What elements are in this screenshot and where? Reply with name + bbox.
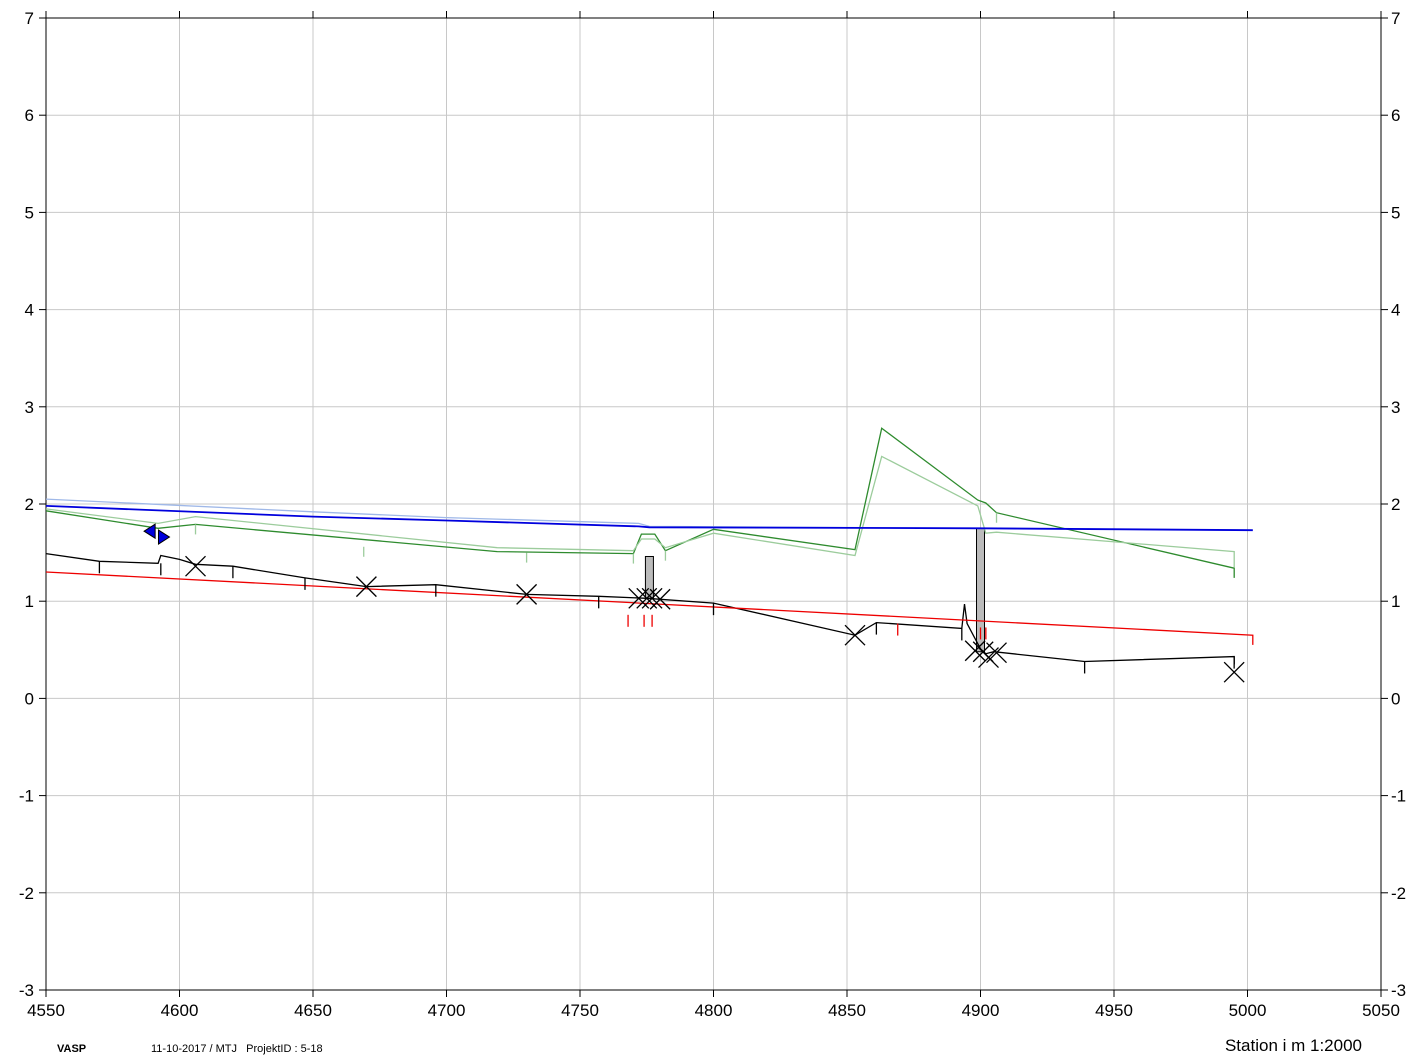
y-tick-label: -1	[19, 787, 34, 806]
series-water_blue	[45, 505, 1253, 532]
x-marker-stroke	[649, 588, 671, 610]
series-invert_red	[45, 571, 1254, 645]
tick-labels: 4550 4600 4650 4700 4750 4800 4850 4900 4950 5000…	[19, 9, 1406, 1020]
y-tick-label: 1	[25, 592, 34, 611]
x-marker	[964, 640, 986, 662]
x-marker	[844, 624, 866, 646]
x-marker-stroke	[185, 555, 206, 577]
x-tick-label: 4800	[695, 1001, 733, 1020]
x-tick-label: 4650	[294, 1001, 332, 1020]
x-tick-label: 4550	[27, 1001, 65, 1020]
x-marker	[636, 587, 658, 609]
x-marker	[649, 588, 671, 610]
x-marker-stroke	[1223, 661, 1245, 683]
y-tick-label: 6	[25, 106, 34, 125]
y-tick-label-right: -2	[1391, 884, 1406, 903]
flow-arrow-left	[143, 523, 156, 540]
x-tick-label: 4600	[161, 1001, 199, 1020]
x-marker	[641, 587, 663, 609]
footer-meta: 11-10-2017 / MTJ ProjektID : 5-18	[151, 1043, 323, 1055]
x-marker-stroke	[986, 642, 1007, 664]
y-tick-label-right: 3	[1391, 398, 1400, 417]
x-tick-label: 4750	[561, 1001, 599, 1020]
y-tick-label: 0	[25, 689, 34, 708]
series-ticks	[98, 512, 1235, 674]
y-tick-label-right: -3	[1391, 981, 1406, 1000]
y-tick-label-right: 2	[1391, 495, 1400, 514]
wells	[644, 527, 985, 653]
y-tick-label: -3	[19, 981, 34, 1000]
x-marker-stroke	[641, 587, 663, 609]
x-marker-stroke	[964, 640, 986, 662]
x-marker	[185, 555, 206, 577]
x-marker	[1223, 661, 1245, 683]
x-tick-label: 4700	[428, 1001, 466, 1020]
y-tick-label: 2	[25, 495, 34, 514]
x-marker	[516, 583, 538, 605]
x-marker	[355, 576, 377, 598]
x-marker-stroke	[636, 587, 658, 609]
x-tick-label: 4950	[1095, 1001, 1133, 1020]
series-pipe_black	[45, 552, 1235, 665]
x-marker-stroke	[516, 583, 538, 605]
series-lines	[45, 427, 1254, 665]
y-tick-label-right: 7	[1391, 9, 1400, 28]
y-tick-label: 5	[25, 203, 34, 222]
axis-ticks	[39, 11, 1388, 997]
y-tick-label-right: 6	[1391, 106, 1400, 125]
series-terrain_lightgreen	[45, 455, 1235, 568]
flow-markers	[143, 523, 171, 545]
flow-arrow-right	[157, 529, 171, 545]
x-marker-stroke	[844, 624, 866, 646]
y-tick-label-right: 5	[1391, 203, 1400, 222]
y-tick-label-right: 4	[1391, 301, 1400, 320]
x-markers	[185, 555, 1245, 683]
x-marker-stroke	[355, 576, 377, 598]
grid-lines	[46, 18, 1381, 990]
y-tick-label: 7	[25, 9, 34, 28]
y-tick-label-right: -1	[1391, 787, 1406, 806]
y-tick-label: -2	[19, 884, 34, 903]
footer-program: VASP	[57, 1043, 86, 1055]
y-tick-label: 3	[25, 398, 34, 417]
series-terrain_green	[45, 427, 1235, 578]
x-tick-label: 5000	[1229, 1001, 1267, 1020]
x-tick-label: 4850	[828, 1001, 866, 1020]
x-marker	[986, 642, 1007, 664]
x-tick-label: 4900	[962, 1001, 1000, 1020]
x-axis-label: Station i m 1:2000	[1225, 1036, 1362, 1055]
y-tick-label-right: 1	[1391, 592, 1400, 611]
y-tick-label-right: 0	[1391, 689, 1400, 708]
x-tick-label: 5050	[1362, 1001, 1400, 1020]
y-tick-label: 4	[25, 301, 34, 320]
